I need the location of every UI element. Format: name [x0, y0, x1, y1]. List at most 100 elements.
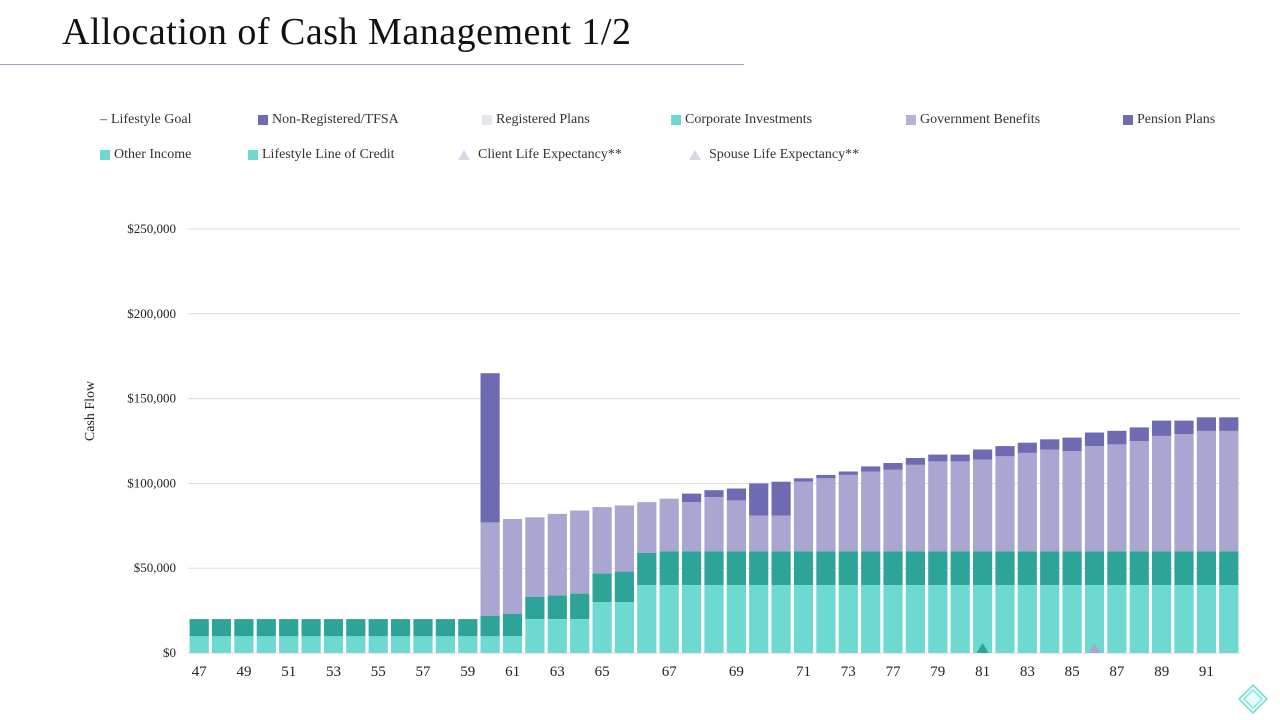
bar-other-income — [301, 636, 321, 653]
legend-item-non-registered[interactable]: Non-Registered/TFSA — [258, 112, 399, 128]
bar-pension-plans — [883, 463, 903, 470]
bar-other-income — [659, 585, 679, 653]
legend-item-other-income[interactable]: Other Income — [100, 147, 191, 163]
y-tick-label: $150,000 — [127, 391, 176, 406]
bar-lifestyle-line-of-credit — [346, 619, 366, 637]
x-tick-label: 47 — [192, 664, 208, 680]
bar-pension-plans — [1219, 417, 1239, 431]
legend-item-registered-plans[interactable]: Registered Plans — [482, 112, 590, 128]
bar-pension-plans — [771, 481, 791, 516]
swatch-icon — [1123, 115, 1133, 125]
x-tick-label: 85 — [1065, 664, 1080, 680]
bar-other-income — [1174, 585, 1194, 653]
bar-government-benefits — [928, 461, 948, 552]
y-tick-label: $250,000 — [127, 221, 176, 236]
bar-lifestyle-line-of-credit — [816, 551, 836, 586]
line-icon: – — [100, 112, 107, 127]
legend-label: Government Benefits — [920, 112, 1041, 127]
bar-pension-plans — [704, 490, 724, 497]
bar-government-benefits — [480, 522, 500, 616]
bar-lifestyle-line-of-credit — [256, 619, 276, 637]
bar-other-income — [1196, 585, 1216, 653]
legend-label: Non-Registered/TFSA — [272, 112, 399, 127]
bar-government-benefits — [570, 510, 590, 594]
x-tick-label: 55 — [371, 664, 386, 680]
legend-item-government-benefits[interactable]: Government Benefits — [906, 112, 1040, 128]
swatch-icon — [100, 150, 110, 160]
bar-lifestyle-line-of-credit — [279, 619, 299, 637]
bar-lifestyle-line-of-credit — [1017, 551, 1037, 586]
bar-lifestyle-line-of-credit — [793, 551, 814, 586]
bar-pension-plans — [1129, 427, 1149, 441]
legend-label: Corporate Investments — [685, 112, 813, 127]
bar-other-income — [704, 585, 724, 653]
bar-government-benefits — [749, 515, 769, 552]
bar-other-income — [1219, 585, 1239, 653]
bar-lifestyle-line-of-credit — [570, 593, 590, 619]
bar-lifestyle-line-of-credit — [301, 619, 321, 637]
y-tick-label: $100,000 — [127, 475, 176, 490]
bar-other-income — [793, 585, 814, 653]
bar-lifestyle-line-of-credit — [1196, 551, 1216, 586]
bar-other-income — [323, 636, 344, 653]
x-tick-label: 67 — [662, 664, 678, 680]
bar-other-income — [1129, 585, 1149, 653]
x-tick-label: 73 — [841, 664, 856, 680]
bar-lifestyle-line-of-credit — [905, 551, 925, 586]
legend-item-spouse-life-expectancy[interactable]: Spouse Life Expectancy** — [689, 147, 859, 163]
bar-lifestyle-line-of-credit — [1062, 551, 1082, 586]
bar-other-income — [458, 636, 478, 653]
bar-other-income — [1017, 585, 1037, 653]
bar-government-benefits — [1174, 434, 1194, 552]
bar-pension-plans — [1040, 439, 1060, 450]
legend-item-pension-plans[interactable]: Pension Plans — [1123, 112, 1215, 128]
bar-other-income — [435, 636, 455, 653]
bar-pension-plans — [838, 471, 858, 475]
bar-lifestyle-line-of-credit — [368, 619, 388, 637]
bar-other-income — [995, 585, 1015, 653]
bar-government-benefits — [793, 481, 814, 552]
legend-item-lifestyle-line-of-credit[interactable]: Lifestyle Line of Credit — [248, 147, 395, 163]
bar-other-income — [279, 636, 299, 653]
bar-pension-plans — [749, 483, 769, 516]
bar-government-benefits — [950, 461, 970, 552]
swatch-icon — [671, 115, 681, 125]
bar-pension-plans — [905, 458, 925, 465]
x-axis-ticks: 47 49 51 53 55 57 59 61 63 65 67 69 71 73 77 79 81 83 85 87… — [192, 664, 1214, 680]
bar-other-income — [592, 602, 612, 653]
swatch-icon — [906, 115, 916, 125]
x-tick-label: 53 — [326, 664, 341, 680]
bar-other-income — [234, 636, 254, 653]
bars — [189, 373, 1239, 653]
bar-government-benefits — [525, 517, 545, 597]
bar-lifestyle-line-of-credit — [928, 551, 948, 586]
bar-lifestyle-line-of-credit — [1152, 551, 1172, 586]
x-tick-label: 79 — [930, 664, 945, 680]
y-tick-label: $50,000 — [134, 560, 176, 575]
legend-item-corporate-investments[interactable]: Corporate Investments — [671, 112, 812, 128]
bar-other-income — [614, 602, 634, 653]
legend-item-lifestyle-goal[interactable]: – Lifestyle Goal — [100, 112, 191, 128]
y-tick-label: $0 — [163, 645, 176, 660]
bar-pension-plans — [995, 446, 1015, 457]
legend-item-client-life-expectancy[interactable]: Client Life Expectancy** — [458, 147, 622, 163]
bar-pension-plans — [1152, 420, 1172, 436]
bar-other-income — [1084, 585, 1105, 653]
bar-pension-plans — [1017, 442, 1037, 453]
bar-government-benefits — [704, 497, 724, 552]
bar-other-income — [391, 636, 411, 653]
spouse-life-expectancy-marker — [1088, 643, 1101, 653]
bar-government-benefits — [861, 471, 881, 552]
bar-other-income — [368, 636, 388, 653]
bar-other-income — [1107, 585, 1127, 653]
y-axis-ticks: $0 $50,000 $100,000 $150,000 $200,000 $250,00… — [127, 221, 176, 660]
bar-lifestyle-line-of-credit — [391, 619, 411, 637]
bar-lifestyle-line-of-credit — [861, 551, 881, 586]
bar-government-benefits — [592, 507, 612, 574]
bar-government-benefits — [502, 519, 523, 614]
x-tick-label: 89 — [1154, 664, 1169, 680]
x-tick-label: 61 — [505, 664, 520, 680]
bar-other-income — [211, 636, 232, 653]
x-tick-label: 51 — [281, 664, 296, 680]
